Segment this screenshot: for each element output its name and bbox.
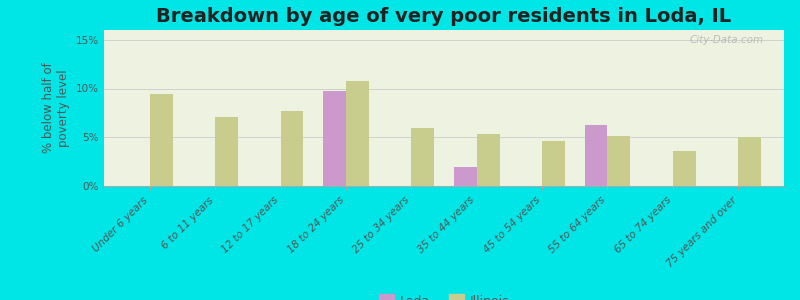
Text: City-Data.com: City-Data.com bbox=[690, 35, 763, 45]
Bar bbox=[585, 124, 607, 186]
Bar bbox=[150, 94, 173, 186]
Bar bbox=[673, 151, 696, 186]
Title: Breakdown by age of very poor residents in Loda, IL: Breakdown by age of very poor residents … bbox=[157, 7, 731, 26]
Bar bbox=[411, 128, 434, 186]
Bar bbox=[323, 92, 346, 186]
Bar bbox=[542, 141, 565, 186]
Bar bbox=[281, 111, 303, 186]
Bar bbox=[215, 117, 238, 186]
Bar bbox=[607, 136, 630, 186]
Y-axis label: % below half of
poverty level: % below half of poverty level bbox=[42, 63, 70, 153]
Bar bbox=[477, 134, 499, 186]
Bar bbox=[738, 137, 761, 186]
Legend: Loda, Illinois: Loda, Illinois bbox=[374, 289, 514, 300]
Bar bbox=[454, 167, 477, 186]
Bar bbox=[346, 81, 369, 186]
